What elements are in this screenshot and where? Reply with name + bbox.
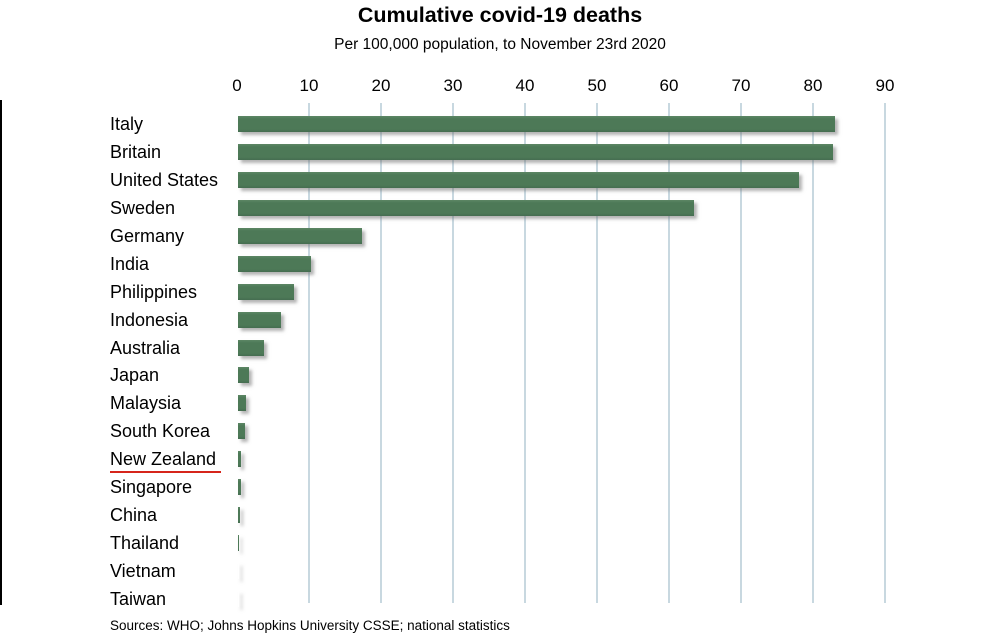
source-note: Sources: WHO; Johns Hopkins University C… <box>110 618 510 633</box>
category-label: Philippines <box>110 281 198 302</box>
zero-axis-line <box>0 100 2 605</box>
x-tick-label: 60 <box>659 76 679 95</box>
annotated-category-label: New Zealand <box>110 448 222 474</box>
category-label: Japan <box>110 365 160 386</box>
category-label: South Korea <box>110 421 211 442</box>
bar <box>237 395 246 412</box>
gridline <box>812 103 814 603</box>
x-tick-label: 10 <box>299 76 319 95</box>
bar <box>237 255 311 272</box>
gridline <box>308 103 310 603</box>
category-label: Sweden <box>110 197 176 218</box>
chart-title: Cumulative covid-19 deaths <box>357 3 643 27</box>
bar <box>237 311 282 328</box>
gridline <box>596 103 598 603</box>
gridline <box>380 103 382 603</box>
category-label: Taiwan <box>110 588 167 609</box>
bar <box>237 423 246 440</box>
bar <box>237 451 242 468</box>
gridline <box>524 103 526 603</box>
bar <box>237 479 242 496</box>
bar <box>237 116 835 132</box>
gridline <box>884 103 886 603</box>
category-label: China <box>110 505 158 526</box>
category-label: Indonesia <box>110 309 189 330</box>
x-tick-label: 20 <box>371 76 391 95</box>
category-label: United States <box>110 169 219 190</box>
category-label: Germany <box>110 225 185 246</box>
category-label: Singapore <box>110 477 193 498</box>
bar <box>237 507 241 524</box>
x-tick-label: 90 <box>875 76 895 95</box>
gridline <box>668 103 670 603</box>
x-tick-label: 30 <box>443 76 463 95</box>
chart-subtitle: Per 100,000 population, to November 23rd… <box>334 36 666 53</box>
category-label: Britain <box>110 141 162 162</box>
category-label: India <box>110 253 150 274</box>
bar <box>237 199 694 216</box>
x-tick-label: 70 <box>731 76 751 95</box>
bar <box>237 367 250 384</box>
category-label: Australia <box>110 337 181 358</box>
bar <box>237 143 833 160</box>
gridline <box>452 103 454 603</box>
bar <box>237 171 800 188</box>
category-label: Malaysia <box>110 393 182 414</box>
x-tick-label: 50 <box>587 76 607 95</box>
x-tick-label: 80 <box>803 76 823 95</box>
gridline <box>740 103 742 603</box>
bar <box>237 227 362 244</box>
x-tick-label: 40 <box>515 76 535 95</box>
bar <box>237 339 264 356</box>
category-label: Thailand <box>110 533 180 554</box>
x-tick-label: 0 <box>232 76 242 95</box>
bar <box>237 535 239 552</box>
category-label: Italy <box>110 114 144 134</box>
category-label: Vietnam <box>110 561 176 582</box>
category-label: New Zealand <box>110 445 222 474</box>
bar <box>237 283 295 300</box>
